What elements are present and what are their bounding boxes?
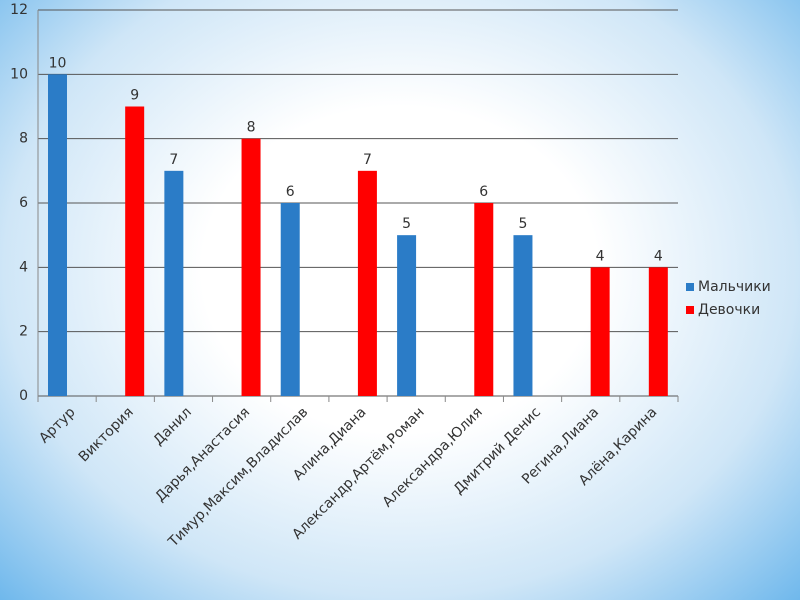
bar: [590, 267, 610, 396]
legend-swatch: [686, 283, 694, 291]
bar: [241, 138, 261, 396]
bar: [474, 203, 494, 396]
y-tick-label: 6: [19, 195, 28, 211]
y-tick-label: 12: [10, 2, 28, 18]
data-label: 6: [479, 184, 488, 200]
bar: [397, 235, 417, 396]
data-label: 5: [402, 216, 411, 232]
x-tick-label: Виктория: [76, 404, 137, 465]
y-tick-label: 8: [19, 131, 28, 147]
data-label: 7: [363, 152, 372, 168]
x-tick-label: Артур: [36, 404, 78, 446]
bar: [164, 170, 184, 396]
data-label: 7: [169, 152, 178, 168]
data-label: 8: [247, 120, 256, 136]
bar: [648, 267, 668, 396]
legend-label: Мальчики: [698, 279, 771, 295]
data-label: 5: [518, 216, 527, 232]
bar: [280, 203, 300, 396]
data-label: 9: [130, 88, 139, 104]
y-tick-label: 4: [19, 259, 28, 275]
data-label: 10: [49, 55, 67, 71]
legend-label: Девочки: [698, 302, 760, 318]
bar: [125, 106, 145, 396]
data-label: 4: [596, 248, 605, 264]
bar: [48, 74, 67, 396]
legend-swatch: [686, 306, 694, 314]
x-tick-label: Александра,Юлия: [380, 404, 486, 510]
y-tick-label: 0: [19, 388, 28, 404]
y-tick-label: 2: [19, 324, 28, 340]
y-tick-label: 10: [10, 66, 28, 82]
x-tick-label: Данил: [151, 404, 195, 448]
bar: [357, 170, 377, 396]
data-label: 6: [286, 184, 295, 200]
bar: [513, 235, 533, 396]
data-label: 4: [654, 248, 663, 264]
